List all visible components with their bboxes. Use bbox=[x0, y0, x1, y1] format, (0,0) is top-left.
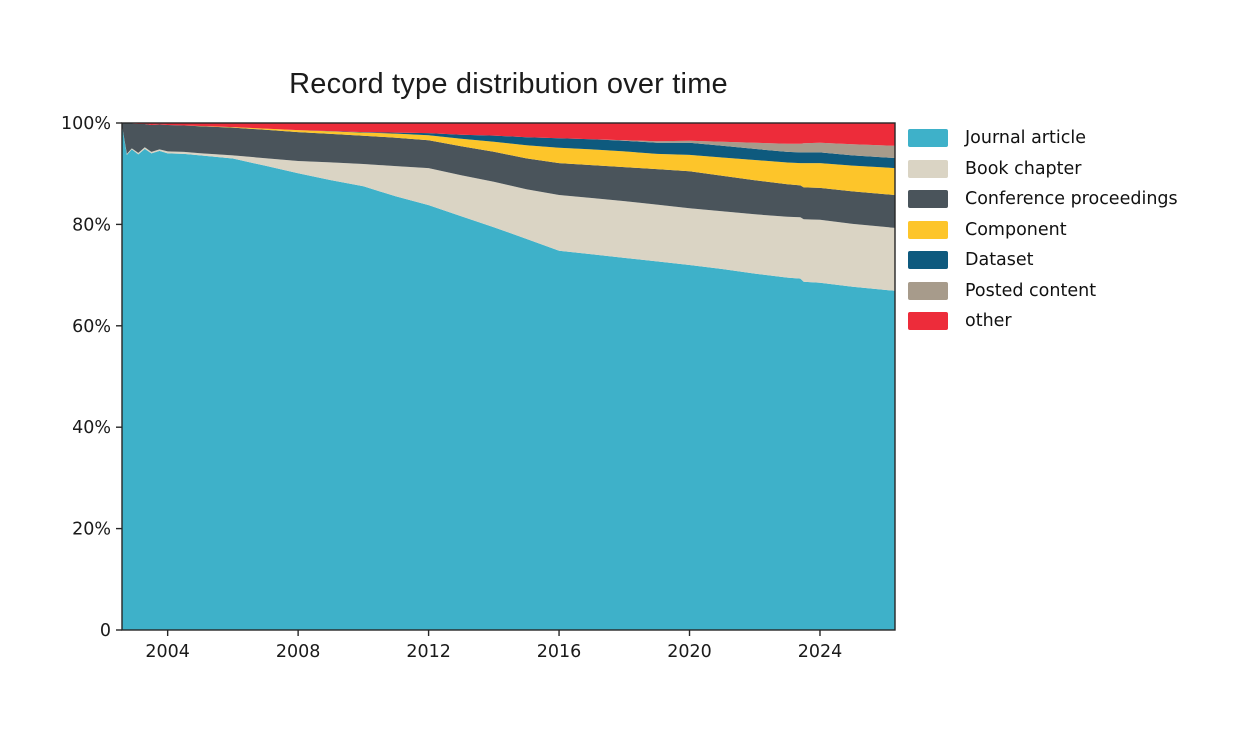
legend-item-other: other bbox=[908, 312, 1178, 331]
x-tick-label: 2024 bbox=[798, 642, 843, 662]
x-tick-label: 2016 bbox=[537, 642, 582, 662]
legend-label: other bbox=[965, 311, 1012, 331]
y-tick-label: 40% bbox=[72, 418, 111, 438]
legend-label: Journal article bbox=[965, 128, 1086, 148]
legend-swatch-posted-content bbox=[908, 281, 948, 300]
area-book-chapter bbox=[122, 125, 895, 291]
legend-swatch-conference-proceedings bbox=[908, 190, 948, 209]
legend-swatch-book-chapter bbox=[908, 159, 948, 178]
legend-swatch-component bbox=[908, 220, 948, 239]
legend-label: Posted content bbox=[965, 280, 1097, 301]
legend-swatch-other bbox=[908, 312, 948, 331]
plot-frame bbox=[121, 122, 896, 631]
y-tick-label: 100% bbox=[61, 114, 111, 134]
legend-item-journal-article: Journal article bbox=[908, 129, 1178, 148]
legend-label: Dataset bbox=[965, 250, 1034, 270]
area-other bbox=[122, 123, 895, 146]
legend-item-conference-proceedings: Conference proceedings bbox=[908, 190, 1178, 209]
x-tick-label: 2020 bbox=[667, 642, 712, 662]
x-tick-label: 2012 bbox=[406, 642, 451, 662]
legend: Journal article Book chapter Conference pr… bbox=[908, 129, 1178, 331]
x-tick-label: 2004 bbox=[145, 642, 190, 662]
y-tick-label: 0 bbox=[100, 621, 111, 641]
legend-label: Book chapter bbox=[965, 158, 1082, 179]
y-tick-label: 80% bbox=[72, 215, 111, 235]
legend-swatch-dataset bbox=[908, 251, 948, 270]
y-tick-label: 60% bbox=[72, 317, 111, 337]
chart-title: Record type distribution over time bbox=[289, 68, 728, 100]
legend-item-posted-content: Posted content bbox=[908, 280, 1178, 301]
legend-item-book-chapter: Book chapter bbox=[908, 158, 1178, 179]
area-journal-article bbox=[122, 125, 895, 630]
legend-swatch-journal-article bbox=[908, 129, 948, 148]
area-component bbox=[122, 123, 895, 195]
legend-label: Conference proceedings bbox=[965, 189, 1178, 209]
legend-item-component: Component bbox=[908, 219, 1178, 240]
x-tick-label: 2008 bbox=[276, 642, 321, 662]
legend-label: Component bbox=[965, 219, 1067, 240]
legend-item-dataset: Dataset bbox=[908, 251, 1178, 270]
y-tick-label: 20% bbox=[72, 520, 111, 540]
area-conference-proceedings bbox=[122, 123, 895, 228]
